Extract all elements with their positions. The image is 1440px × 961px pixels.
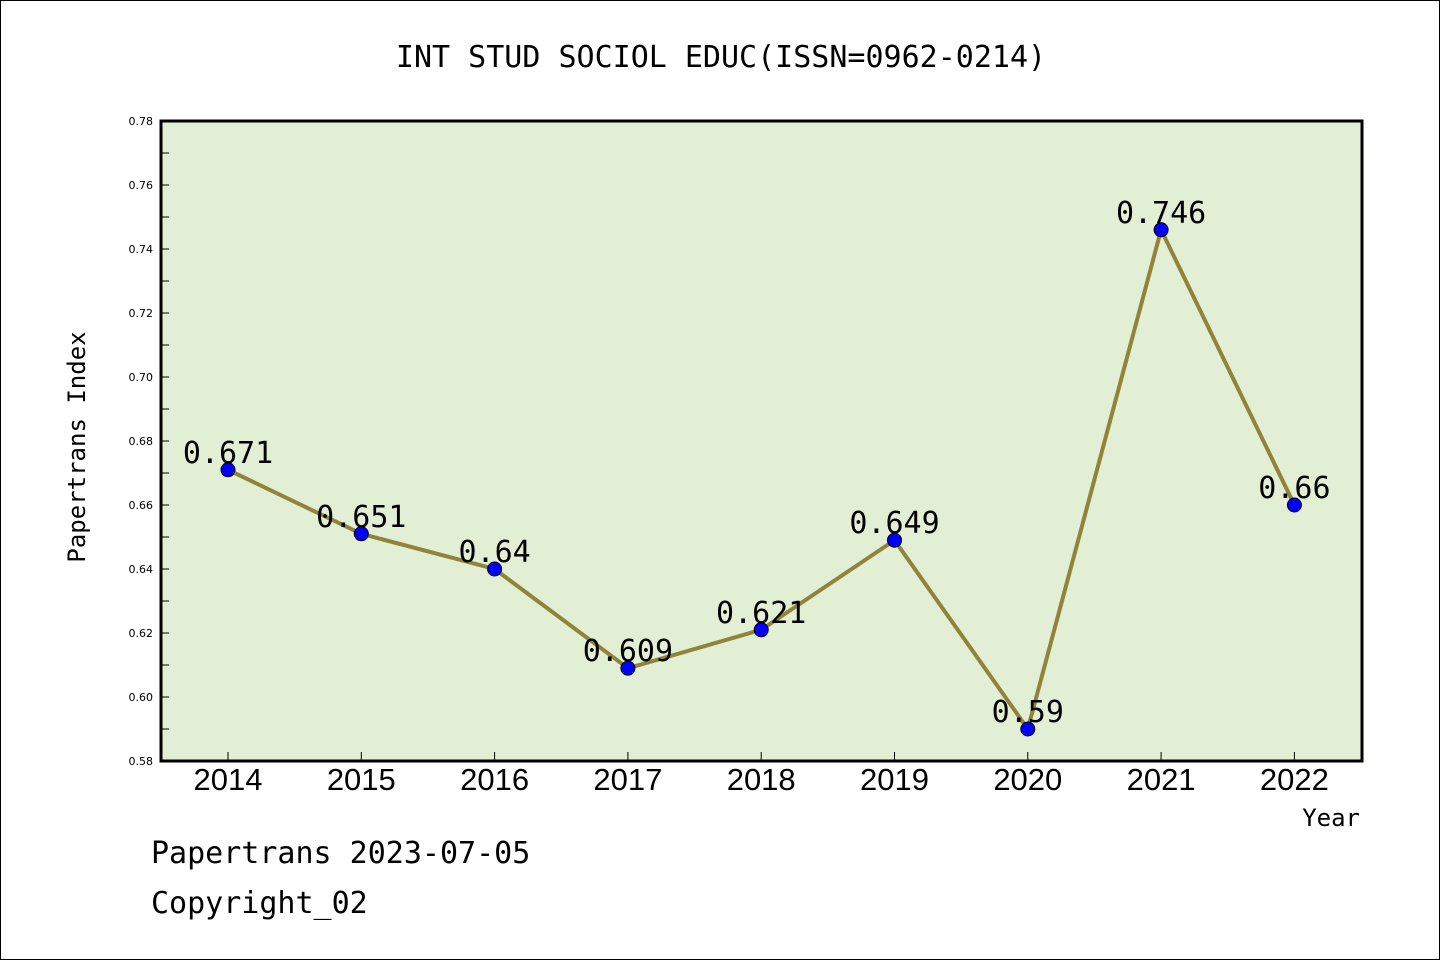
x-tick-label: 2019 [860,762,929,797]
footer-copyright: Copyright_02 [151,886,368,921]
x-axis-label: Year [1302,804,1360,832]
data-labels: 0.671 0.651 0.64 0.609 0.621 0.649 0.59 0.746 0.… [183,196,1331,730]
x-tick-label: 2017 [593,762,662,797]
data-label: 0.671 [183,436,273,471]
x-tick-label: 2022 [1260,762,1329,797]
data-point [753,622,769,638]
data-point [487,561,503,577]
data-point [1286,497,1302,513]
data-point [220,462,236,478]
y-axis-label: Papertrans Index [63,331,91,562]
y-tick-label: 0.64 [129,563,154,576]
x-tick-label: 2018 [727,762,796,797]
data-point [887,532,902,548]
y-tick-label: 0.76 [129,179,154,192]
data-label: 0.651 [316,500,406,535]
x-tick-label: 2020 [993,762,1062,797]
data-label: 0.609 [583,634,673,669]
y-axis-tick-labels: 0.58 0.60 0.62 0.64 0.66 0.68 0.70 0.72 0.74 0.76… [129,115,154,768]
x-tick-label: 2021 [1127,762,1196,797]
data-point [1153,222,1169,238]
data-label: 0.746 [1116,196,1206,231]
x-tick-label: 2015 [327,762,396,797]
data-point [353,526,369,542]
x-tick-label: 2016 [460,762,529,797]
y-tick-label: 0.62 [129,627,154,640]
y-tick-label: 0.74 [129,243,154,256]
footer-date: Papertrans 2023-07-05 [151,836,531,871]
x-axis-tick-labels: 2014 2015 2016 2017 2018 2019 2020 2021 2022 [194,762,1329,797]
data-point [620,660,636,676]
chart-title: INT STUD SOCIOL EDUC(ISSN=0962-0214) [396,40,1046,75]
data-label: 0.621 [716,596,806,631]
data-point [1020,721,1036,737]
y-tick-label: 0.70 [129,371,154,384]
data-points [220,222,1302,737]
y-axis-ticks [161,120,1295,762]
y-tick-label: 0.58 [129,755,154,768]
data-label: 0.64 [458,535,530,570]
data-label: 0.59 [992,695,1064,730]
y-tick-label: 0.78 [129,115,154,128]
y-tick-label: 0.60 [129,691,154,704]
data-label: 0.649 [849,506,939,541]
x-tick-label: 2014 [194,762,263,797]
y-tick-label: 0.72 [129,307,154,320]
y-tick-label: 0.68 [129,435,154,448]
data-label: 0.66 [1258,471,1330,506]
y-tick-label: 0.66 [129,499,154,512]
